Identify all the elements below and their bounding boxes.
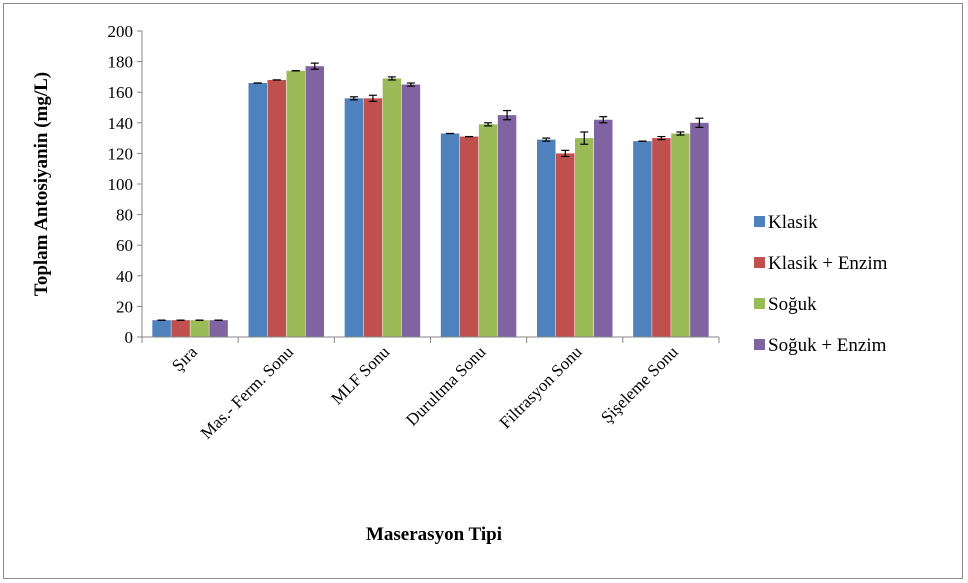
bar	[671, 133, 690, 337]
legend-swatch	[754, 257, 765, 268]
bar	[497, 115, 517, 338]
x-tick-label: Şıra	[168, 342, 201, 375]
legend-swatch	[754, 298, 765, 309]
x-tick-label: Şişeleme Sonu	[597, 342, 682, 427]
bar	[633, 141, 652, 337]
bar	[478, 124, 498, 337]
bar	[382, 78, 402, 338]
bar	[286, 70, 305, 337]
y-tick-label: 80	[116, 206, 133, 225]
legend-swatch	[754, 339, 765, 350]
bar	[556, 153, 575, 337]
bar	[248, 83, 267, 338]
y-tick-label: 120	[108, 144, 134, 163]
bar	[594, 119, 613, 338]
y-tick-label: 160	[108, 83, 134, 102]
bar	[537, 139, 556, 337]
bar	[575, 138, 594, 337]
y-axis-ticks: 0 20 40 60 80 100 120 140 160 180 200	[108, 22, 142, 347]
bar	[344, 98, 364, 337]
x-tick-label: Durultma Sonu	[402, 342, 490, 430]
bar	[401, 84, 421, 337]
y-tick-label: 140	[108, 114, 134, 133]
legend-swatch	[754, 216, 765, 227]
x-tick-label: Mas.- Ferm. Sonu	[197, 342, 298, 443]
bar	[690, 122, 709, 337]
y-tick-label: 180	[108, 53, 134, 72]
plot-area	[141, 31, 719, 338]
bar	[209, 320, 228, 337]
legend-label: Klasik + Enzim	[768, 253, 888, 274]
y-tick-label: 200	[108, 22, 134, 41]
bar	[190, 320, 209, 337]
bar	[652, 138, 671, 337]
bar	[171, 320, 190, 337]
y-tick-label: 60	[116, 236, 133, 255]
bar	[267, 79, 286, 338]
y-tick-label: 40	[116, 267, 133, 286]
x-tick-label: Filtrasyon Sonu	[496, 342, 586, 432]
legend-label: Soğuk	[768, 294, 817, 315]
bar	[440, 133, 460, 337]
bar	[152, 320, 171, 337]
chart-frame: 0 20 40 60 80 100 120 140 160 180 200 Şıra Mas.- Fe…	[3, 3, 963, 579]
x-axis-label: Maserasyon Tipi	[366, 524, 502, 545]
bar	[459, 136, 479, 337]
legend-label: Soğuk + Enzim	[768, 335, 887, 356]
x-tick-label: MLF Sonu	[327, 342, 393, 408]
legend: Klasik Klasik + Enzim Soğuk Soğuk + Enzim	[754, 212, 888, 356]
bar	[363, 98, 383, 337]
y-tick-label: 100	[108, 175, 134, 194]
y-axis-label: Toplam Antosiyanin (mg/L)	[31, 72, 52, 296]
y-tick-label: 20	[116, 297, 133, 316]
legend-label: Klasik	[768, 212, 818, 233]
y-tick-label: 0	[125, 328, 134, 347]
bar	[305, 66, 324, 337]
